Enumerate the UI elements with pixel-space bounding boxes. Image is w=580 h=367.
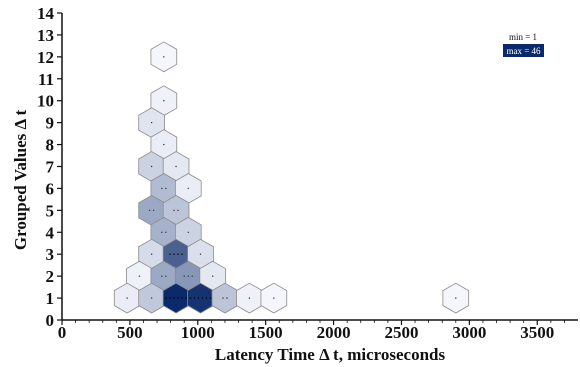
y-tick-label: 0 <box>46 311 55 330</box>
y-tick-label: 11 <box>38 70 54 89</box>
hexbin-cells <box>113 41 470 314</box>
hex-bin-point <box>169 253 171 255</box>
hex-bin-point <box>226 297 228 299</box>
hex-bin-point <box>152 209 155 212</box>
hex-bin-point <box>173 297 175 299</box>
hex-bin-point <box>161 275 163 277</box>
hex-bin-point <box>181 253 183 255</box>
hex-bin-point <box>150 165 153 168</box>
hex-bin-point <box>183 275 185 277</box>
hex-bin-point <box>148 209 151 212</box>
hex-bin-point <box>181 297 183 299</box>
y-tick-label: 10 <box>37 92 54 111</box>
x-ticks: 0 500 1000 1500 2000 2500 3000 3500 <box>58 320 565 342</box>
hex-bin-point <box>187 231 189 233</box>
hex-bin-point <box>209 297 212 299</box>
hex-bin-point <box>126 297 128 299</box>
x-tick-label: 2500 <box>384 323 418 342</box>
x-axis-title: Latency Time Δ t, microseconds <box>215 345 446 364</box>
y-tick-label: 8 <box>46 136 55 155</box>
legend-max-label: max = 46 <box>506 46 541 56</box>
y-tick-label: 6 <box>46 179 55 198</box>
hex-bin-point <box>163 143 165 146</box>
y-tick-label: 4 <box>46 223 55 242</box>
hex-bin-point <box>177 209 179 212</box>
y-tick-label: 14 <box>37 4 55 23</box>
y-tick-label: 3 <box>46 245 55 264</box>
y-axis-title: Grouped Values Δ t <box>11 110 30 251</box>
hex-bin-point <box>197 297 200 299</box>
hex-bin-point <box>187 275 189 277</box>
hex-bin-point <box>193 297 196 299</box>
hex-bin-point <box>165 275 167 277</box>
hex-bin-point <box>177 253 179 255</box>
hex-bin-point <box>248 297 251 299</box>
hex-bin-point <box>187 187 189 190</box>
hex-bin-point <box>455 297 457 299</box>
y-tick-label: 2 <box>46 267 55 286</box>
y-tick-label: 12 <box>37 48 54 67</box>
hex-bin-point <box>150 121 153 124</box>
hex-bin-point <box>169 297 171 299</box>
hex-bin-point <box>185 297 187 299</box>
x-tick-label: 0 <box>58 323 67 342</box>
y-tick-label: 9 <box>46 114 55 133</box>
x-tick-label: 1500 <box>249 323 283 342</box>
hex-bin-point <box>161 187 163 190</box>
y-tick-label: 5 <box>46 201 55 220</box>
x-tick-label: 500 <box>117 323 143 342</box>
hex-bin-point <box>161 231 163 233</box>
hex-bin-point <box>222 297 224 299</box>
hex-bin-point <box>165 297 167 299</box>
hex-bin-point <box>177 297 179 299</box>
hex-bin-point <box>273 297 275 299</box>
x-tick-label: 2000 <box>317 323 351 342</box>
y-tick-label: 13 <box>37 26 54 45</box>
hex-bin-point <box>191 275 193 277</box>
legend-max-swatch <box>503 44 544 57</box>
hex-bin-point <box>175 165 177 168</box>
hex-bin-point <box>201 297 204 299</box>
hex-bin-point <box>199 253 202 255</box>
hex-bin-point <box>205 297 208 299</box>
hex-bin-point <box>163 56 165 58</box>
hex-bin-point <box>163 100 165 102</box>
hex-bin-point <box>138 275 141 277</box>
y-tick-label: 1 <box>46 289 55 308</box>
y-tick-label: 7 <box>46 158 55 177</box>
hex-bin-point <box>173 253 175 255</box>
legend-min-label: min = 1 <box>509 32 537 42</box>
legend: min = 1 max = 46 <box>503 32 544 57</box>
hex-bin-point <box>165 187 167 190</box>
x-tick-label: 3000 <box>452 323 486 342</box>
hex-bin-point <box>173 209 175 212</box>
hex-bin-point <box>150 297 153 299</box>
x-tick-label: 3500 <box>520 323 554 342</box>
hex-bin-point <box>212 275 214 277</box>
hex-bin-point <box>189 297 192 299</box>
x-tick-label: 1000 <box>181 323 215 342</box>
hex-bin-point <box>165 231 167 233</box>
hex-bin-point <box>150 253 153 255</box>
